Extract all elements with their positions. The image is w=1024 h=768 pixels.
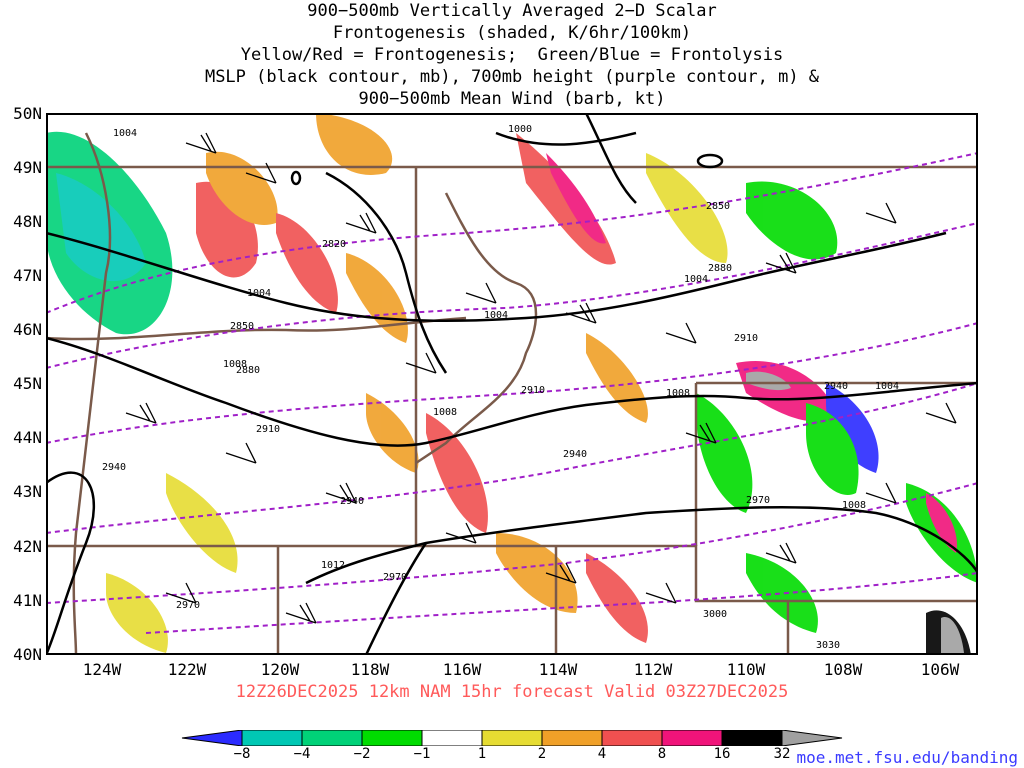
height-label: 2850: [230, 321, 254, 332]
lat-label: 40N: [13, 645, 42, 664]
mslp-label: 1004: [247, 288, 271, 299]
mslp-label: 1000: [508, 124, 532, 135]
colorbar-segment: [241, 730, 303, 746]
height-label: 2910: [521, 385, 545, 396]
height-label: 2880: [708, 263, 732, 274]
lon-label: 122W: [167, 660, 207, 679]
colorbar: [181, 730, 843, 746]
height-label: 2910: [734, 333, 758, 344]
lon-label: 116W: [442, 660, 482, 679]
mslp-label: 1004: [484, 310, 508, 321]
map-frame: [46, 113, 978, 655]
lat-label: 43N: [13, 482, 42, 501]
colorbar-segment: [301, 730, 363, 746]
title-line-2: Frontogenesis (shaded, K/6hr/100km): [332, 23, 692, 43]
height-label: 3030: [816, 640, 840, 651]
title-line-1: 900−500mb Vertically Averaged 2−D Scalar: [307, 1, 717, 21]
title-line-3: Yellow/Red = Frontogenesis; Green/Blue =…: [240, 45, 784, 65]
lat-label: 48N: [13, 212, 42, 231]
height-label: 2970: [176, 600, 200, 611]
mslp-contours: [46, 113, 978, 655]
contour-labels: 1004 1000 1004 1004 1004 1008 1008 1008 …: [102, 124, 899, 651]
colorbar-label: −1: [413, 746, 431, 762]
lon-label: 110W: [726, 660, 766, 679]
mslp-label: 1004: [875, 381, 899, 392]
mslp-label: 1004: [684, 274, 708, 285]
colorbar-segment: [481, 730, 543, 746]
lon-label: 124W: [82, 660, 122, 679]
title-line-4: MSLP (black contour, mb), 700mb height (…: [204, 67, 820, 87]
lat-label: 42N: [13, 537, 42, 556]
colorbar-label: −4: [293, 746, 311, 762]
lat-label: 45N: [13, 374, 42, 393]
colorbar-label: 2: [537, 746, 547, 762]
height-label: 2880: [236, 365, 260, 376]
lon-label: 118W: [350, 660, 390, 679]
title-line-5: 900−500mb Mean Wind (barb, kt): [358, 89, 666, 109]
wind-barbs: [125, 132, 957, 624]
colorbar-segment: [541, 730, 603, 746]
height-700mb-contours: [46, 152, 978, 634]
lat-label: 49N: [13, 158, 42, 177]
map-panel: 1004 1000 1004 1004 1004 1008 1008 1008 …: [46, 113, 978, 655]
colorbar-label: −2: [353, 746, 371, 762]
lat-label: 46N: [13, 320, 42, 339]
colorbar-segment: [601, 730, 663, 746]
height-label: 2850: [706, 201, 730, 212]
height-label: 2940: [340, 496, 364, 507]
colorbar-label: 8: [657, 746, 667, 762]
colorbar-label: 4: [597, 746, 607, 762]
mslp-label: 1008: [842, 500, 866, 511]
height-label: 2970: [383, 572, 407, 583]
lat-label: 47N: [13, 266, 42, 285]
lat-label: 41N: [13, 591, 42, 610]
valid-time-line: 12Z26DEC2025 12km NAM 15hr forecast Vali…: [235, 682, 789, 702]
lat-label: 44N: [13, 428, 42, 447]
lon-label: 114W: [538, 660, 578, 679]
colorbar-segment: [181, 730, 243, 746]
mslp-label: 1008: [433, 407, 457, 418]
colorbar-label: 32: [773, 746, 791, 762]
height-label: 2820: [322, 239, 346, 250]
colorbar-label: −8: [233, 746, 251, 762]
lon-label: 106W: [920, 660, 960, 679]
lat-label: 50N: [13, 104, 42, 123]
colorbar-segment: [781, 730, 843, 746]
mslp-label: 1008: [666, 388, 690, 399]
lon-label: 120W: [260, 660, 300, 679]
height-label: 3000: [703, 609, 727, 620]
height-label: 2940: [824, 381, 848, 392]
mslp-label: 1008: [223, 359, 247, 370]
height-label: 2940: [102, 462, 126, 473]
credit-text: moe.met.fsu.edu/banding: [796, 748, 1018, 767]
colorbar-segment: [721, 730, 783, 746]
lon-label: 112W: [633, 660, 673, 679]
colorbar-segment: [421, 730, 483, 746]
colorbar-label: 1: [477, 746, 487, 762]
lon-label: 108W: [823, 660, 863, 679]
height-label: 2940: [563, 449, 587, 460]
mslp-label: 1012: [321, 560, 345, 571]
height-label: 2970: [746, 495, 770, 506]
colorbar-segment: [661, 730, 723, 746]
mslp-label: 1004: [113, 128, 137, 139]
height-label: 2910: [256, 424, 280, 435]
colorbar-label: 16: [713, 746, 731, 762]
colorbar-segment: [361, 730, 423, 746]
